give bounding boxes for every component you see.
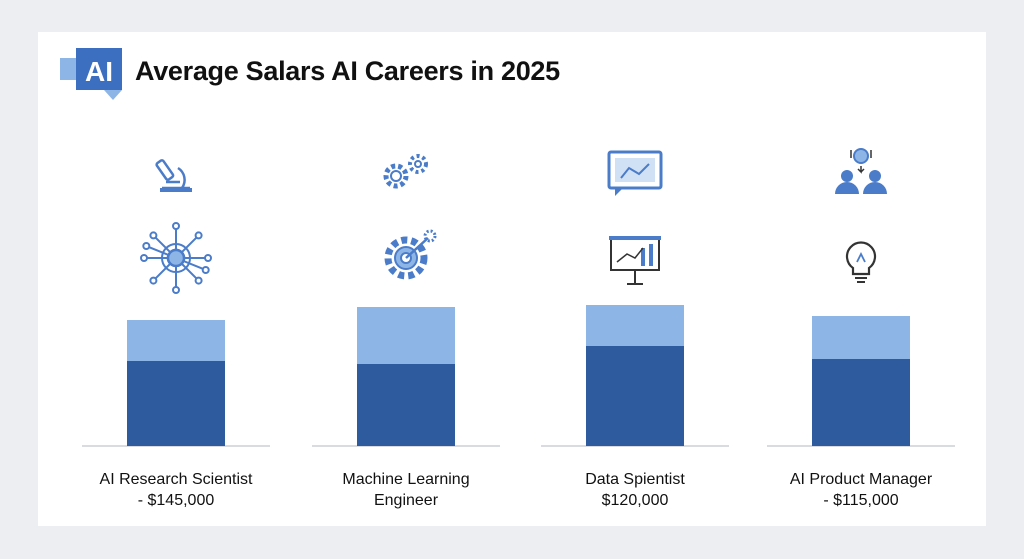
gear-target-icon bbox=[384, 229, 437, 280]
bar-segment-light bbox=[357, 307, 455, 364]
bar-segment-light bbox=[127, 320, 225, 361]
category-label: AI Research Scientist - $145,000 bbox=[99, 471, 253, 509]
lightbulb-icon bbox=[845, 241, 877, 283]
svg-text:AI: AI bbox=[85, 56, 113, 87]
bar-segment-dark bbox=[127, 361, 225, 446]
ai-logo-icon: AI bbox=[60, 48, 122, 100]
category-label: Machine Learning Engineer bbox=[342, 471, 470, 509]
bar-segment-dark bbox=[586, 346, 684, 446]
bar-segment-light bbox=[586, 305, 684, 346]
neural-network-icon bbox=[140, 222, 212, 294]
gears-icon bbox=[383, 154, 428, 189]
page-title: Average Salars AI Careers in 2025 bbox=[135, 56, 560, 86]
category-label: Data Spientist $120,000 bbox=[585, 471, 685, 509]
bar-segment-dark bbox=[357, 364, 455, 446]
chart-chat-icon bbox=[607, 150, 663, 196]
presentation-chart-icon bbox=[609, 236, 661, 285]
team-idea-icon bbox=[835, 148, 887, 194]
bar-segment-light bbox=[812, 316, 910, 359]
microscope-icon bbox=[155, 159, 192, 192]
bar-segment-dark bbox=[812, 359, 910, 446]
category-label: AI Product Manager - $115,000 bbox=[789, 471, 933, 509]
